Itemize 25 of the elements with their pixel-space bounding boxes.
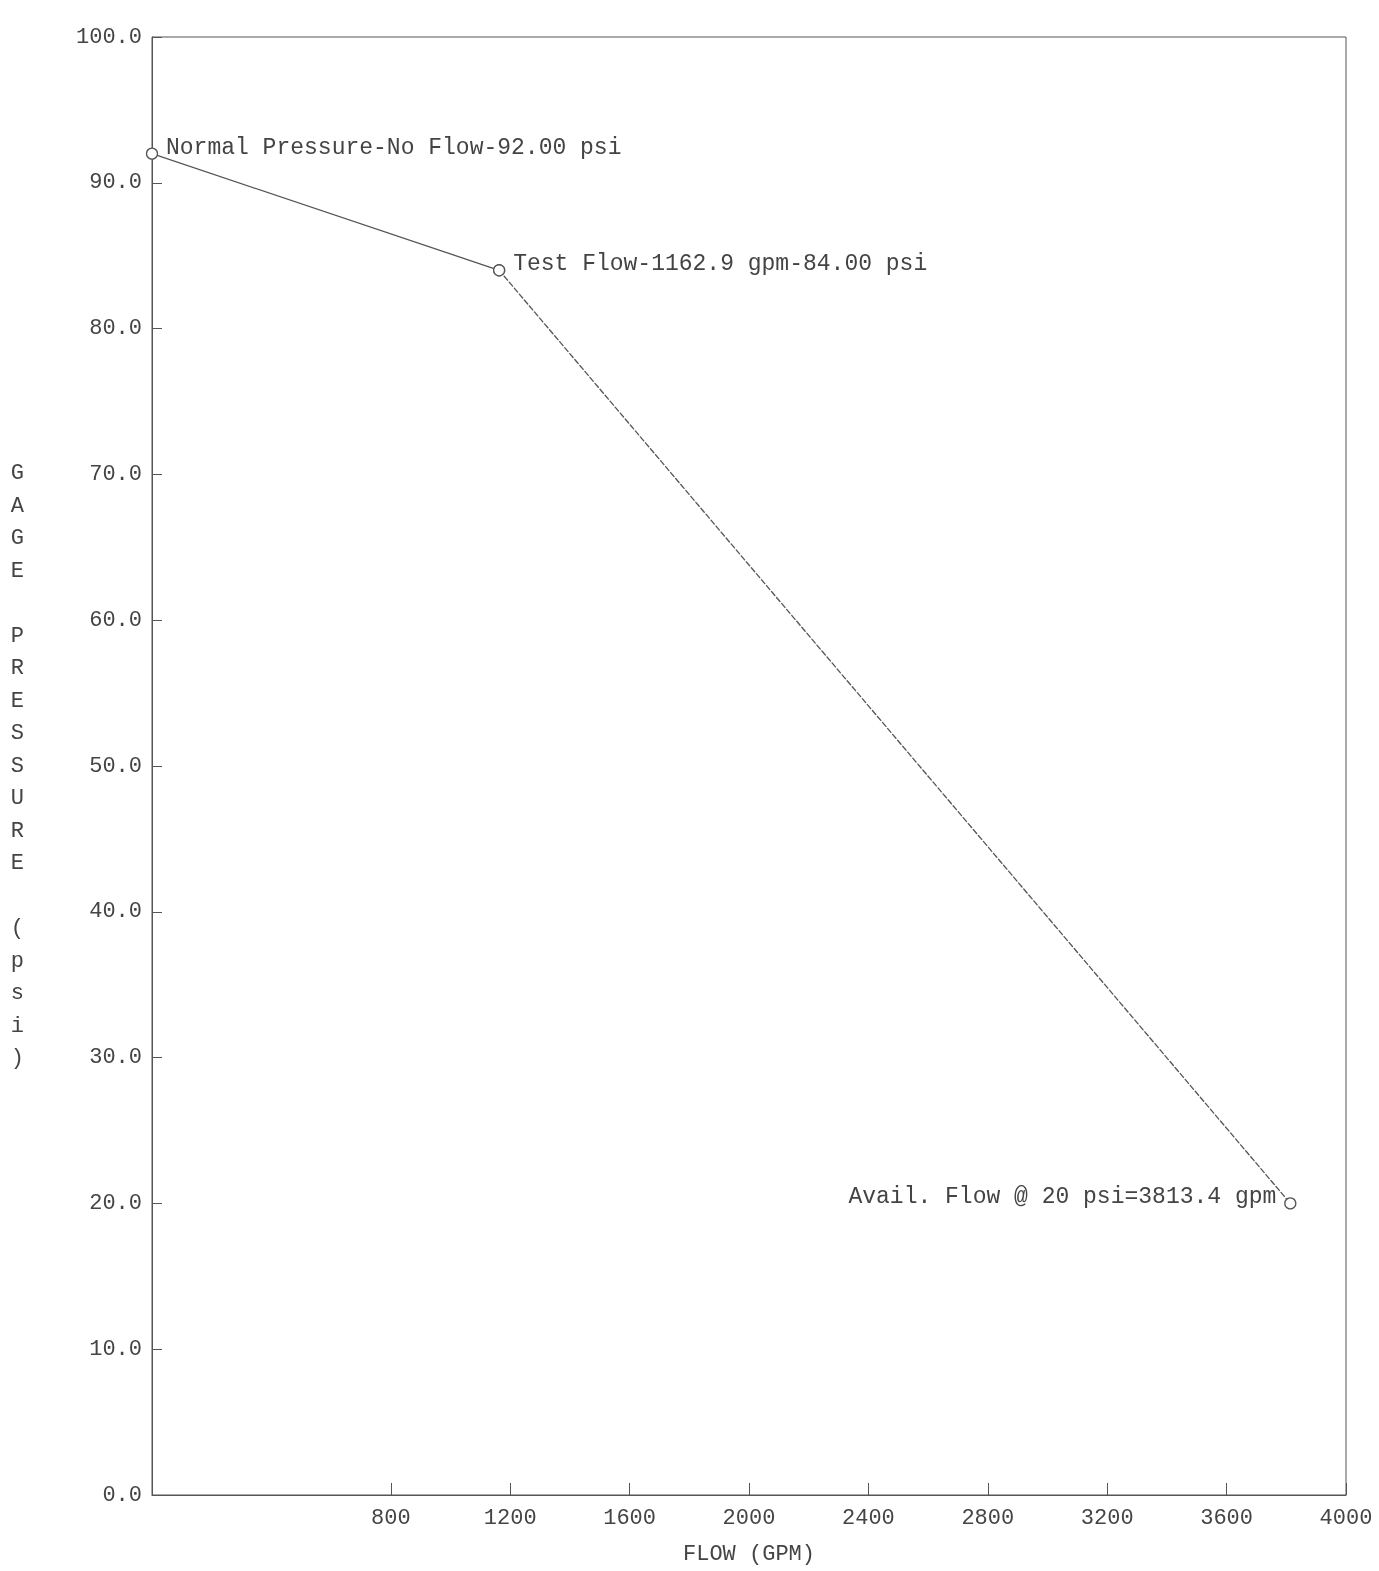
annotation: Test Flow-1162.9 gpm-84.00 psi	[513, 251, 928, 278]
y-tick-label: 100.0	[75, 24, 142, 50]
text: GAGE PRESSURE (psi)	[10, 461, 24, 1071]
x-axis-title: FLOW (GPM)	[682, 1541, 816, 1567]
x-tick-label: 4000	[1319, 1505, 1373, 1531]
x-tick-label: 3200	[1080, 1505, 1134, 1531]
x-tick-label: 1200	[483, 1505, 537, 1531]
y-tick-label: 90.0	[89, 170, 142, 196]
y-tick-label: 70.0	[89, 461, 142, 487]
x-tick-label: 2400	[841, 1505, 895, 1531]
x-tick-label: 2000	[722, 1505, 776, 1531]
x-tick-label: 800	[371, 1505, 411, 1531]
y-tick-label: 50.0	[89, 753, 142, 779]
y-tick-label: 10.0	[89, 1336, 142, 1362]
y-tick-label: 30.0	[89, 1045, 142, 1071]
y-tick-label: 60.0	[89, 607, 142, 633]
y-tick-label: 0.0	[102, 1482, 142, 1508]
annotation: Avail. Flow @ 20 psi=3813.4 gpm	[848, 1184, 1277, 1211]
y-tick-label: 80.0	[89, 316, 142, 342]
y-tick-label: 20.0	[89, 1190, 142, 1216]
x-tick-label: 3600	[1200, 1505, 1254, 1531]
x-tick-label: 1600	[603, 1505, 657, 1531]
x-tick-label: 2800	[961, 1505, 1015, 1531]
y-tick-label: 40.0	[89, 899, 142, 925]
annotation: Normal Pressure-No Flow-92.00 psi	[166, 134, 622, 161]
